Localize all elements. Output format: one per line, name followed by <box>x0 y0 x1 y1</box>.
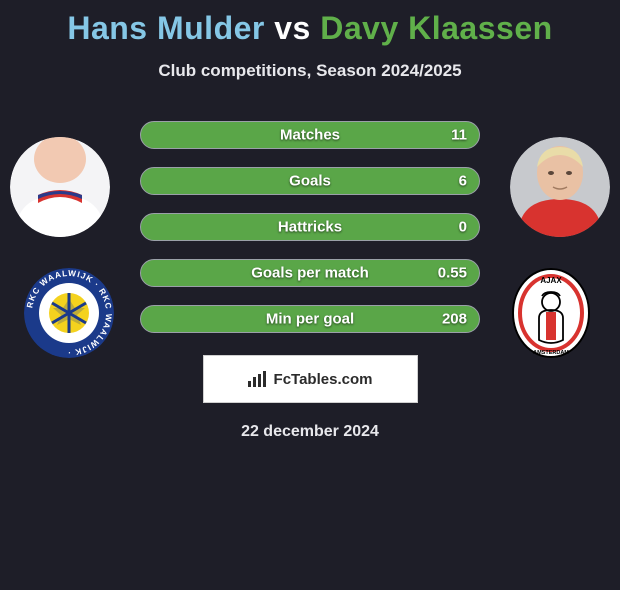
attribution-badge: FcTables.com <box>203 355 418 403</box>
stat-right-value: 208 <box>442 311 467 328</box>
title-vs: vs <box>274 10 311 46</box>
stat-row: Matches 11 <box>140 121 480 149</box>
attribution-text: FcTables.com <box>274 371 373 388</box>
page-title: Hans Mulder vs Davy Klaassen <box>0 10 620 47</box>
stat-row: Goals per match 0.55 <box>140 259 480 287</box>
date-label: 22 december 2024 <box>0 423 620 441</box>
stat-label: Min per goal <box>266 311 354 328</box>
stat-row: Min per goal 208 <box>140 305 480 333</box>
title-player1: Hans Mulder <box>67 10 265 46</box>
bar-chart-icon <box>248 371 268 387</box>
stat-row: Goals 6 <box>140 167 480 195</box>
stat-right-value: 0 <box>459 219 467 236</box>
title-player2: Davy Klaassen <box>320 10 552 46</box>
stats-container: Matches 11 Goals 6 Hattricks 0 Goals per match… <box>0 121 620 333</box>
stat-right-value: 0.55 <box>438 265 467 282</box>
subtitle: Club competitions, Season 2024/2025 <box>0 61 620 81</box>
stat-label: Goals per match <box>251 265 369 282</box>
stat-right-value: 11 <box>451 127 467 144</box>
stat-row: Hattricks 0 <box>140 213 480 241</box>
stat-label: Matches <box>280 127 340 144</box>
stat-label: Goals <box>289 173 331 190</box>
stat-label: Hattricks <box>278 219 342 236</box>
svg-text:AMSTERDAM: AMSTERDAM <box>533 350 569 356</box>
stat-right-value: 6 <box>459 173 467 190</box>
